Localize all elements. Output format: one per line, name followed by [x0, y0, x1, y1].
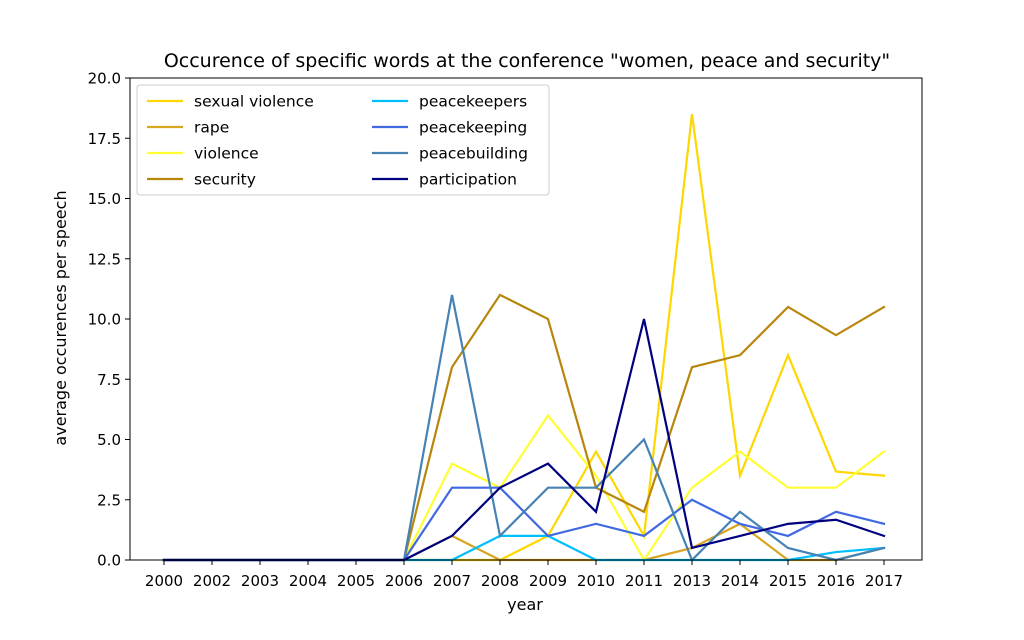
y-tick-label: 0.0: [97, 552, 121, 570]
y-tick-label: 20.0: [88, 70, 121, 88]
x-tick-label: 2002: [193, 572, 231, 590]
legend-label: participation: [419, 171, 517, 189]
legend-label: rape: [194, 119, 229, 137]
y-tick-label: 15.0: [88, 190, 121, 208]
axes: 2000 2002 2003 2004 2005 2006 2007 2008 2009 2010…: [88, 70, 923, 590]
y-tick-label: 10.0: [88, 311, 121, 329]
x-tick-label: 2013: [673, 572, 711, 590]
legend-box: [136, 84, 550, 196]
legend-label: sexual violence: [194, 93, 314, 111]
y-tick-label: 2.5: [97, 491, 121, 509]
x-axis-label: year: [507, 595, 543, 614]
legend-label: security: [194, 171, 256, 189]
x-tick-label: 2003: [241, 572, 279, 590]
y-axis-label: average occurences per speech: [51, 190, 70, 445]
series-line-peacebuilding: [162, 294, 886, 562]
x-tick-label: 2007: [433, 572, 471, 590]
y-tick-label: 7.5: [97, 371, 121, 389]
legend: sexual violence rape violence security peace…: [136, 84, 550, 196]
x-tick-label: 2004: [289, 572, 327, 590]
chart-title: Occurence of specific words at the confe…: [164, 50, 890, 72]
x-tick-label: 2010: [577, 572, 615, 590]
x-tick-label: 2008: [481, 572, 519, 590]
y-tick-label: 17.5: [88, 130, 121, 148]
y-tick-label: 5.0: [97, 431, 121, 449]
series-line-participation: [162, 318, 886, 562]
x-tick-label: 2014: [721, 572, 759, 590]
legend-label: peacebuilding: [419, 145, 528, 163]
x-tick-label: 2017: [865, 572, 903, 590]
x-tick-label: 2009: [529, 572, 567, 590]
x-tick-label: 2016: [817, 572, 855, 590]
legend-label: violence: [194, 145, 259, 163]
x-tick-label: 2011: [625, 572, 663, 590]
series-line-security: [162, 293, 886, 562]
y-tick-label: 12.5: [88, 250, 121, 268]
legend-label: peacekeepers: [419, 93, 527, 111]
legend-label: peacekeeping: [419, 119, 527, 137]
x-tick-label: 2006: [385, 572, 423, 590]
x-tick-label: 2005: [337, 572, 375, 590]
x-tick-label: 2015: [769, 572, 807, 590]
series-line-rape: [162, 522, 886, 562]
x-tick-label: 2000: [145, 572, 183, 590]
